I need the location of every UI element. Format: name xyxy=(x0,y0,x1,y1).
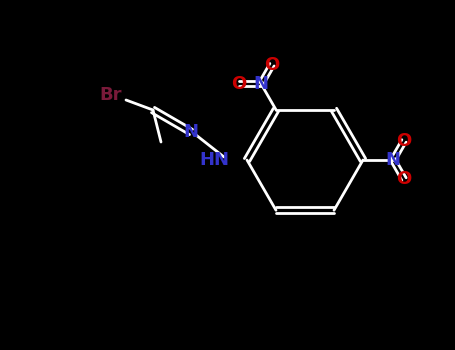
Text: O: O xyxy=(264,56,280,74)
Text: N: N xyxy=(253,75,268,93)
Text: N: N xyxy=(183,123,198,141)
Text: O: O xyxy=(232,75,247,93)
Text: O: O xyxy=(396,132,412,150)
Text: HN: HN xyxy=(199,151,229,169)
Text: O: O xyxy=(396,170,412,188)
Text: Br: Br xyxy=(100,86,122,104)
Text: N: N xyxy=(385,151,400,169)
